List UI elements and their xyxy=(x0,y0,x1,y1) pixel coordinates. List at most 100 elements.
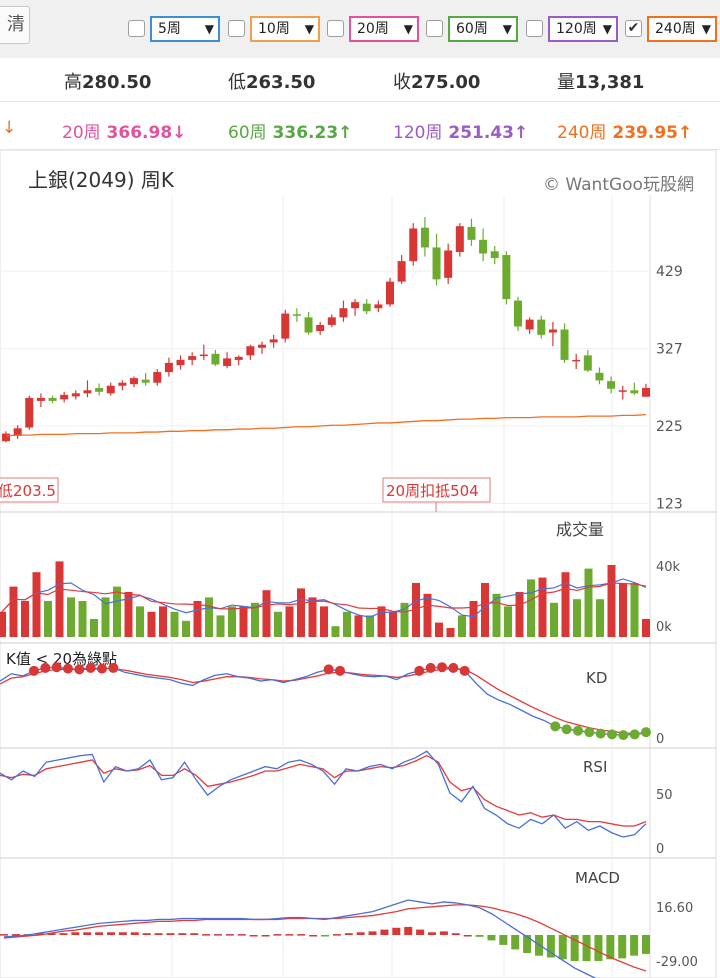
volume-bar xyxy=(55,561,64,637)
macd-hist-bar xyxy=(523,935,532,953)
volume-bar xyxy=(147,611,156,637)
ma-period-select[interactable]: 120周 ▼ xyxy=(548,16,618,42)
macd-hist-bar xyxy=(166,933,175,935)
ma-value-1: 60周 336.23↑ xyxy=(228,118,352,143)
volume-bar xyxy=(366,615,374,637)
candle-body xyxy=(130,378,138,385)
volume-bar xyxy=(607,565,616,637)
macd-hist-bar xyxy=(154,933,163,935)
ma-period-select[interactable]: 60周 ▼ xyxy=(448,16,518,42)
volume-value: 13,381 xyxy=(575,72,645,93)
volume-bar xyxy=(124,592,133,637)
volume-bar xyxy=(400,602,409,637)
ma-value-number: 336.23 xyxy=(266,123,339,143)
macd-hist-bar xyxy=(642,935,650,954)
volume-bar xyxy=(412,583,420,637)
volume-bar xyxy=(630,583,639,637)
volume-bar xyxy=(274,611,282,637)
clear-button[interactable]: 清除 xyxy=(0,6,30,44)
macd-hist-bar xyxy=(487,935,496,941)
rsi-fast-line xyxy=(0,750,647,838)
macd-dea-line xyxy=(3,904,647,972)
volume-bar xyxy=(492,593,501,637)
candle-body xyxy=(409,228,418,262)
close-stat: 收275.00 xyxy=(393,68,480,94)
ma240-line xyxy=(5,413,647,437)
kd-oversold-dot xyxy=(584,727,595,738)
candle-body xyxy=(176,359,185,366)
candle-body xyxy=(444,250,453,278)
kd-overbought-dot xyxy=(335,665,345,676)
candle-body xyxy=(258,344,266,348)
candle-body xyxy=(60,394,69,400)
kd-overbought-dot xyxy=(51,662,62,673)
candle-body xyxy=(36,397,45,401)
volume-bar xyxy=(308,597,317,637)
ma-checkbox[interactable] xyxy=(426,20,443,37)
macd-hist-bar xyxy=(594,935,603,962)
macd-hist-bar xyxy=(83,932,92,935)
volume-bar xyxy=(515,592,524,637)
ma-period-label: 5周 xyxy=(158,21,181,37)
candle-body xyxy=(118,382,127,386)
kd-oversold-dot xyxy=(561,724,572,735)
ma-period-select[interactable]: 20周 ▼ xyxy=(349,16,419,42)
ma-period-select[interactable]: 5周 ▼ xyxy=(150,16,220,42)
ma-checkbox[interactable] xyxy=(228,20,245,37)
ma-values-row: ↓ 20周 366.98↓ 60周 336.23↑ 120周 251.43↑ 240周… xyxy=(0,102,720,150)
ma-checkbox[interactable] xyxy=(526,20,543,37)
kd-oversold-dot xyxy=(607,729,617,740)
volume-bar xyxy=(354,615,363,637)
volume-bar xyxy=(262,590,271,637)
volume-bar xyxy=(596,599,604,637)
candle-body xyxy=(572,359,581,362)
price-tick-label: 429 xyxy=(656,264,683,280)
volume-tick-label: 0k xyxy=(656,620,672,635)
volume-ma-short xyxy=(1,578,647,618)
volume-bar xyxy=(377,606,386,637)
volume-bar xyxy=(435,622,443,637)
ma-period-select[interactable]: 10周 ▼ xyxy=(250,16,320,42)
macd-hist-bar xyxy=(95,932,104,935)
macd-hist-bar xyxy=(11,934,20,936)
candle-body xyxy=(269,339,278,343)
ma-value-0: 20周 366.98↓ xyxy=(62,118,186,143)
candle-body xyxy=(48,397,57,401)
macd-hist-bar xyxy=(35,933,44,935)
ma-checkbox[interactable]: ✔ xyxy=(625,20,642,37)
macd-hist-bar xyxy=(606,935,615,960)
volume-bar xyxy=(320,606,328,637)
ma-checkbox[interactable] xyxy=(128,20,145,37)
trend-arrow-icon: ↑ xyxy=(677,123,693,143)
volume-bar xyxy=(205,597,213,637)
ma-checkbox[interactable] xyxy=(327,20,344,37)
macd-hist-bar xyxy=(344,933,353,935)
volume-bar xyxy=(78,601,87,637)
macd-hist-bar xyxy=(71,932,80,935)
candle-body xyxy=(548,329,557,333)
candle-body xyxy=(618,390,627,392)
candle-body xyxy=(339,308,348,318)
low-value: 263.50 xyxy=(246,72,316,93)
ma-period-select[interactable]: 240周 ▼ xyxy=(647,16,717,42)
kd-overbought-dot xyxy=(74,664,85,675)
volume-bar xyxy=(170,611,179,637)
candle-body xyxy=(607,381,616,389)
macd-hist-bar xyxy=(130,932,139,935)
volume-bar xyxy=(67,597,75,637)
low-label: 低 xyxy=(228,72,246,93)
candle-body xyxy=(467,226,476,240)
candle-body xyxy=(292,314,301,316)
candle-body xyxy=(386,281,394,305)
volume-bar xyxy=(527,579,535,637)
candle-body xyxy=(525,319,534,330)
macd-hist-bar xyxy=(249,935,258,937)
volume-bar xyxy=(423,593,432,637)
kd-overbought-dot xyxy=(85,662,96,673)
rsi-label: RSI xyxy=(583,758,607,776)
volume-bar xyxy=(113,586,121,637)
macd-hist-bar xyxy=(558,935,567,960)
low-tag-box xyxy=(0,477,59,503)
dropdown-arrow-icon: ▼ xyxy=(602,22,612,36)
